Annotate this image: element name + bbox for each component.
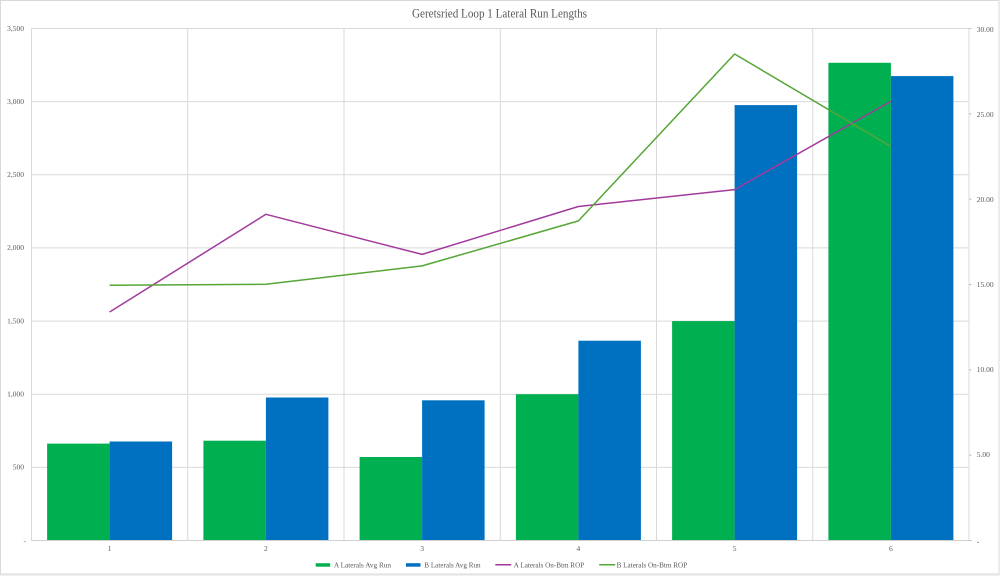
svg-text:30.00: 30.00	[977, 25, 994, 34]
svg-text:Geretsried Loop 1 Lateral Run: Geretsried Loop 1 Lateral Run Lengths	[412, 7, 587, 21]
svg-text:A Laterals On-Btm ROP: A Laterals On-Btm ROP	[514, 561, 584, 570]
svg-text:6: 6	[889, 544, 893, 553]
svg-text:4: 4	[577, 544, 581, 553]
svg-text:B Laterals On-Btm ROP: B Laterals On-Btm ROP	[617, 561, 688, 570]
svg-text:15.00: 15.00	[977, 280, 994, 289]
svg-text:10.00: 10.00	[977, 365, 994, 374]
svg-text:-: -	[24, 537, 27, 546]
svg-text:20.00: 20.00	[977, 195, 994, 204]
svg-text:25.00: 25.00	[977, 110, 994, 119]
svg-text:500: 500	[13, 463, 25, 472]
svg-text:3: 3	[420, 544, 424, 553]
svg-text:5: 5	[733, 544, 737, 553]
svg-text:1,500: 1,500	[7, 317, 24, 326]
svg-text:5.00: 5.00	[977, 450, 990, 459]
svg-text:A Laterals Avg Run: A Laterals Avg Run	[334, 561, 391, 570]
svg-text:3,500: 3,500	[7, 24, 24, 33]
svg-text:-: -	[977, 537, 980, 546]
svg-text:1,000: 1,000	[7, 390, 24, 399]
svg-text:2: 2	[264, 544, 268, 553]
svg-text:B Laterals Avg Run: B Laterals Avg Run	[424, 561, 481, 570]
svg-text:2,500: 2,500	[7, 170, 24, 179]
svg-text:1: 1	[108, 544, 112, 553]
svg-text:3,000: 3,000	[7, 97, 24, 106]
svg-text:2,000: 2,000	[7, 243, 24, 252]
